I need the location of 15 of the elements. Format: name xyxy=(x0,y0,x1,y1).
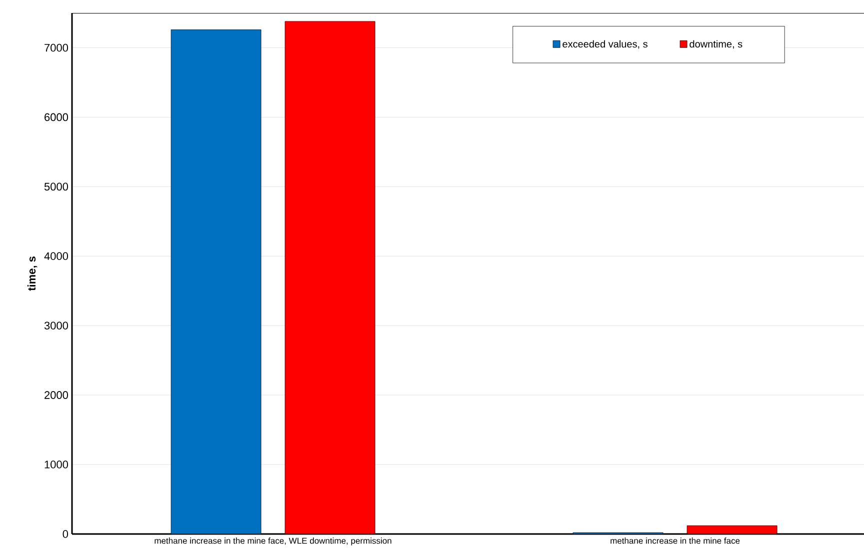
y-tick-label: 5000 xyxy=(44,182,68,191)
y-tick-label: 0 xyxy=(62,530,68,538)
bar xyxy=(284,21,376,534)
y-tick-label: 2000 xyxy=(44,391,68,399)
legend-label: exceeded values, s xyxy=(562,40,648,49)
y-tick-label: 3000 xyxy=(44,322,68,330)
y-tick-label: 4000 xyxy=(44,252,68,260)
y-tick-label: 1000 xyxy=(44,460,68,468)
y-tick-label: 7000 xyxy=(44,44,68,52)
bar xyxy=(170,29,262,534)
x-tick-label: methane increase in the mine face, WLE downtime, permission xyxy=(154,538,392,546)
y-tick-label: 6000 xyxy=(44,113,68,122)
x-tick-label: methane increase in the mine face xyxy=(610,538,740,544)
legend-label: downtime, s xyxy=(690,40,742,49)
y-axis-title: time, s xyxy=(27,256,38,291)
